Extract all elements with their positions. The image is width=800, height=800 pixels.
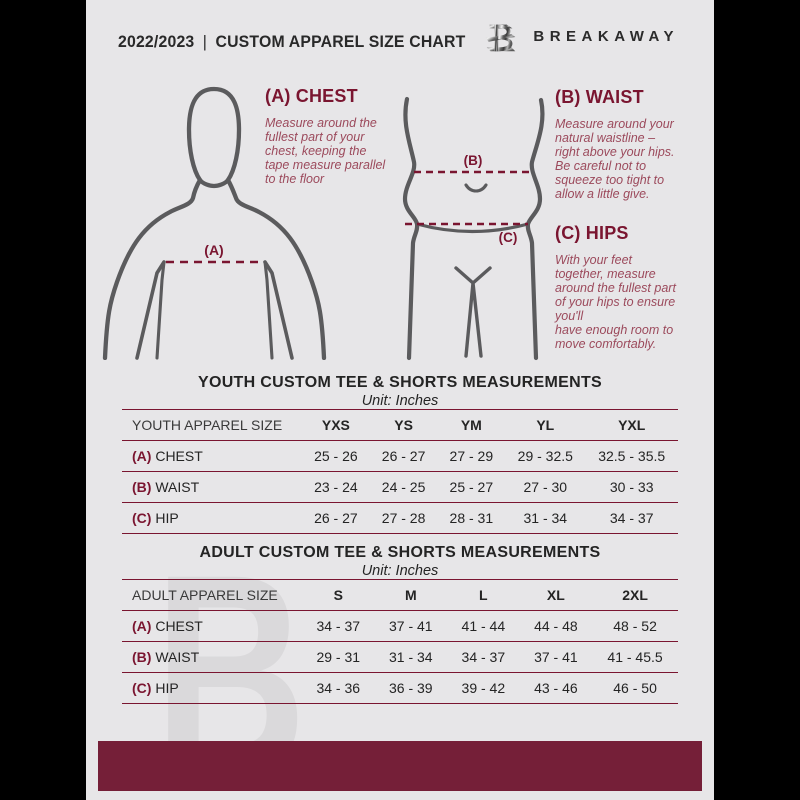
svg-text:(A): (A) [204, 242, 223, 258]
svg-text:(B): (B) [464, 153, 483, 168]
svg-text:(C): (C) [499, 230, 518, 245]
